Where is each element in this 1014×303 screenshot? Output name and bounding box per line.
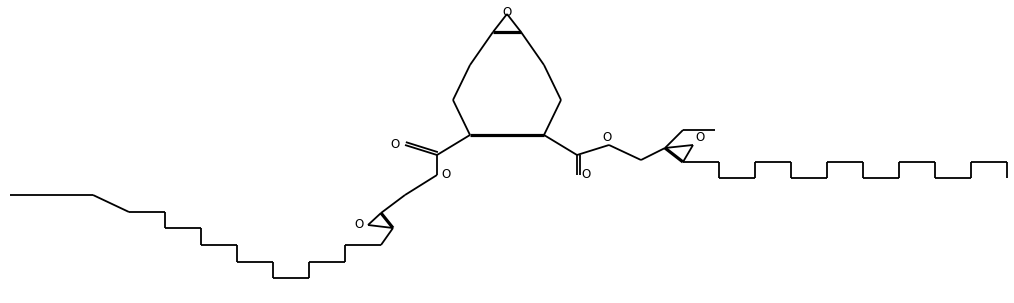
Text: O: O [581, 168, 590, 181]
Text: O: O [602, 131, 611, 144]
Text: O: O [502, 6, 512, 19]
Text: O: O [355, 218, 364, 231]
Text: O: O [441, 168, 450, 181]
Text: O: O [390, 138, 400, 152]
Text: O: O [695, 131, 705, 144]
